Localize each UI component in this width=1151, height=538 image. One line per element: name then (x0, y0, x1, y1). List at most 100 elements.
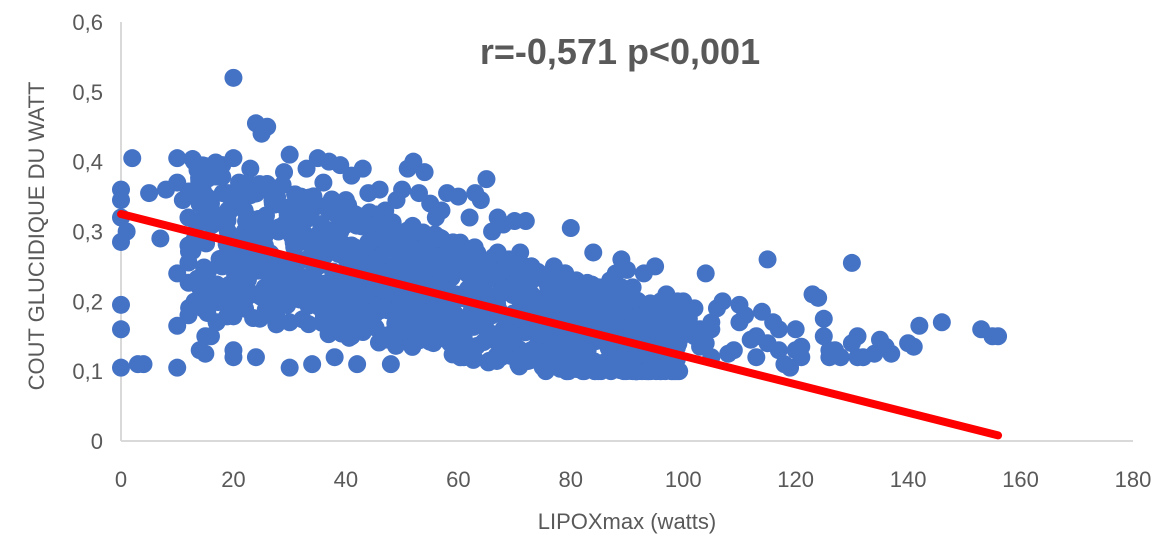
data-point (112, 191, 130, 210)
data-point (696, 334, 715, 353)
data-point (373, 245, 392, 264)
data-point (648, 310, 667, 329)
data-point (342, 308, 361, 327)
data-point (303, 355, 322, 374)
data-point (168, 149, 187, 168)
data-point (433, 300, 452, 319)
data-point (444, 233, 463, 252)
data-point (415, 307, 434, 326)
data-point (293, 310, 312, 329)
data-point (730, 313, 749, 332)
data-point (444, 337, 463, 356)
data-point (752, 302, 771, 321)
y-tick-label: 0,6 (72, 10, 103, 35)
data-point (241, 227, 260, 246)
data-point (351, 284, 370, 303)
x-tick-label: 140 (890, 467, 927, 492)
data-point (305, 195, 324, 214)
data-point (190, 195, 209, 214)
data-point (814, 327, 833, 346)
data-point (313, 228, 332, 247)
data-point (390, 322, 409, 341)
data-point (511, 254, 530, 273)
data-point (910, 316, 929, 335)
data-point (932, 313, 951, 332)
data-point (375, 298, 394, 317)
data-point (781, 358, 800, 377)
x-tick-label: 80 (559, 467, 583, 492)
data-point (559, 362, 578, 381)
data-point (606, 284, 625, 303)
data-point (222, 184, 241, 203)
data-point (117, 222, 136, 241)
data-point (398, 221, 417, 240)
data-point (882, 344, 901, 363)
data-point (449, 187, 468, 206)
data-point (747, 348, 766, 367)
x-tick-label: 120 (777, 467, 814, 492)
data-point (257, 290, 276, 309)
y-axis-title: COUT GLUCIDIQUE DU WATT (24, 82, 49, 391)
data-point (464, 350, 483, 369)
data-point (641, 294, 660, 313)
data-point (487, 351, 506, 370)
data-point (848, 348, 867, 367)
data-point (267, 308, 286, 327)
data-point (151, 229, 170, 248)
data-point (439, 261, 458, 280)
data-point (509, 355, 528, 374)
data-point (371, 228, 390, 247)
data-point (769, 320, 788, 339)
data-point (112, 295, 130, 314)
data-point (632, 324, 651, 343)
data-point (202, 156, 221, 175)
data-point (168, 358, 187, 377)
data-point (112, 358, 130, 377)
data-point (353, 320, 372, 339)
data-point (314, 173, 333, 192)
data-point (168, 316, 187, 335)
data-point (193, 266, 212, 285)
data-point (532, 343, 551, 362)
data-point (842, 253, 861, 272)
data-point (280, 358, 299, 377)
data-point (536, 362, 555, 381)
x-tick-label: 0 (115, 467, 127, 492)
data-point (814, 309, 833, 328)
x-tick-label: 100 (665, 467, 702, 492)
data-point (209, 293, 228, 312)
x-tick-label: 180 (1115, 467, 1151, 492)
data-point (429, 229, 448, 248)
data-point (669, 334, 688, 353)
data-point (224, 341, 243, 360)
data-point (497, 335, 516, 354)
data-point (297, 159, 316, 178)
data-point (201, 327, 220, 346)
data-point (224, 307, 243, 326)
data-point (190, 168, 209, 187)
data-point (607, 355, 626, 374)
data-point (331, 156, 350, 175)
data-point (250, 175, 269, 194)
data-point (696, 264, 715, 283)
data-point (273, 175, 292, 194)
data-point (415, 163, 434, 182)
data-point (265, 195, 284, 214)
data-point (501, 278, 520, 297)
correlation-annotation: r=-0,571 p<0,001 (480, 31, 760, 72)
data-point (516, 273, 535, 292)
data-point (820, 341, 839, 360)
data-point (471, 191, 490, 210)
data-point (399, 250, 418, 269)
data-point (842, 334, 861, 353)
x-tick-label: 60 (446, 467, 470, 492)
x-tick-labels: 0 20 40 60 80 100 120 140 160 180 (115, 467, 1151, 492)
data-point (241, 159, 260, 178)
data-point (195, 212, 214, 231)
data-point (224, 68, 243, 87)
data-point (228, 293, 247, 312)
data-point (340, 328, 359, 347)
data-point (258, 117, 277, 136)
data-point (381, 355, 400, 374)
data-point (348, 251, 367, 270)
